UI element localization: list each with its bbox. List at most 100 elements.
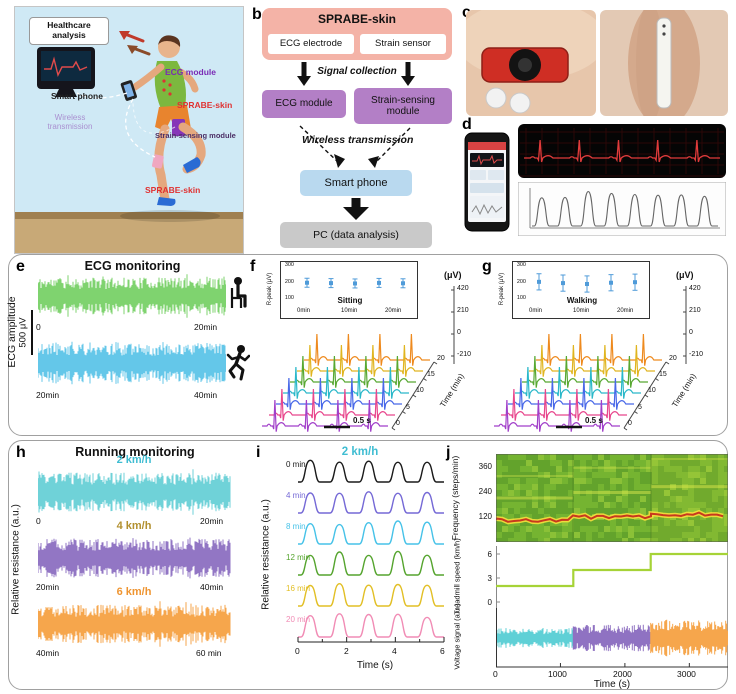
i-xtick: 4 bbox=[392, 646, 397, 656]
time-tick: 0 bbox=[628, 420, 632, 427]
rpeak-scatter-walking bbox=[536, 273, 638, 293]
phone-app-icon bbox=[464, 132, 510, 232]
waterfall-walking-chart bbox=[494, 286, 687, 432]
smartphone-in-hand-icon bbox=[120, 80, 137, 101]
strain-sensor-strip-icon bbox=[656, 17, 672, 109]
wireless-transmission-label: Wireless transmission bbox=[39, 113, 101, 131]
speed-4kmh-text: 4 km/h bbox=[116, 520, 152, 532]
panel-d-letter: d bbox=[462, 116, 472, 133]
time-tick: 20 bbox=[437, 355, 445, 362]
rpeak-ylabel-text: R-peak (μV) bbox=[499, 272, 505, 306]
condition-label-sitting: Sitting bbox=[281, 296, 419, 305]
relative-resistance-text-i: Relative resistance (a.u.) bbox=[260, 499, 272, 610]
wireless-dashed-arrow bbox=[299, 125, 339, 163]
arm-strain-sensor-photo bbox=[600, 10, 728, 116]
panel-b-flowchart: SPRABE-skin ECG electrode Strain sensor … bbox=[256, 8, 458, 254]
rpeak-ylabel: R-peak (μV) bbox=[267, 264, 273, 314]
smart-phone-box: Smart phone bbox=[300, 170, 412, 196]
signal-arrow-icon bbox=[123, 32, 145, 43]
runner-scene-graphic bbox=[15, 31, 243, 253]
inset-ytick: 300 bbox=[516, 262, 526, 268]
h-band1-end: 40min bbox=[200, 582, 224, 592]
panel-h-letter: h bbox=[16, 444, 26, 461]
gait-title-2kmh: 2 km/h bbox=[300, 446, 420, 458]
i-xtick: 0 bbox=[295, 646, 300, 656]
freq-tick: 120 bbox=[478, 512, 492, 521]
rpeak-inset-sitting: 300 200 100 Sitting 0min 10min 20min bbox=[280, 261, 418, 319]
sprabe-skin-upper-label: SPRABE-skin bbox=[177, 100, 233, 110]
ecg-running-band-chart bbox=[38, 341, 226, 385]
inset-xtick: 0min bbox=[297, 308, 311, 314]
wireless-transmission-flow-text: Wireless transmission bbox=[302, 134, 414, 146]
running-person-icon bbox=[226, 345, 250, 381]
speed-6kmh-text: 6 km/h bbox=[116, 586, 152, 598]
h-band2-end: 60 min bbox=[196, 648, 222, 658]
time-tick: 15 bbox=[427, 371, 435, 378]
uv-tick: 420 bbox=[457, 285, 469, 292]
speed-2kmh-text: 2 km/h bbox=[116, 454, 152, 466]
chest-electrode-photo bbox=[466, 10, 596, 116]
relative-resistance-text: Relative resistance (a.u.) bbox=[10, 504, 22, 615]
time-tick: 10 bbox=[416, 387, 424, 394]
time-tick: 0 bbox=[396, 420, 400, 427]
strain-module-box: Strain-sensing module bbox=[354, 88, 452, 124]
j-xlabel: Time (s) bbox=[567, 679, 657, 690]
panel-a-illustration: Healthcare analysis Smart phone ECG modu… bbox=[14, 6, 244, 254]
trace-label-0min: 0 min bbox=[286, 460, 306, 469]
treadmill-speed-chart bbox=[496, 546, 728, 608]
strain-sensor-box: Strain sensor bbox=[360, 34, 446, 54]
speed-label-4kmh: 4 km/h bbox=[59, 520, 209, 532]
j-xtick: 2000 bbox=[613, 669, 632, 679]
inset-ytick: 100 bbox=[516, 295, 526, 301]
inset-xtick: 20min bbox=[385, 308, 402, 314]
signal-collection-label: Signal collection bbox=[312, 66, 402, 77]
relative-resistance-ylabel-i: Relative resistance (a.u.) bbox=[261, 475, 272, 635]
bottom-row-border bbox=[8, 440, 728, 690]
h-band0-start: 0 bbox=[36, 516, 41, 526]
trace-label-16min: 16 min bbox=[286, 584, 311, 593]
resistance-band-6kmh bbox=[38, 601, 231, 647]
ecg-scalebar-text: 500 μV bbox=[17, 317, 29, 348]
condition-text: Walking bbox=[566, 296, 598, 305]
sprabe-skin-lower-label: SPRABE-skin bbox=[145, 185, 201, 195]
ecg-electrode-text: ECG electrode bbox=[279, 37, 343, 49]
inset-ytick: 100 bbox=[284, 295, 294, 301]
j-xtick: 1000 bbox=[548, 669, 567, 679]
e-band1-end: 40min bbox=[194, 390, 218, 400]
strain-sensor-text: Strain sensor bbox=[375, 37, 431, 49]
gait-title-text: 2 km/h bbox=[341, 446, 379, 458]
uv-axis-label: (μV) bbox=[676, 270, 694, 280]
ecg-scalebar-label: 500 μV bbox=[18, 298, 29, 368]
h-band0-end: 20min bbox=[200, 516, 224, 526]
uv-tick: 420 bbox=[689, 285, 701, 292]
time-tick: 20 bbox=[669, 355, 677, 362]
gait-waveforms-chart bbox=[297, 459, 445, 643]
step-frequency-spectrogram bbox=[496, 454, 728, 542]
uv-tick: 0 bbox=[457, 329, 461, 336]
wireless-link-line bbox=[76, 92, 128, 99]
electrode-disc-icon bbox=[485, 87, 507, 109]
condition-text: Sitting bbox=[337, 296, 363, 305]
h-band1-start: 20min bbox=[36, 582, 60, 592]
rpeak-inset-walking: 300 200 100 Walking 0min 10min 20min bbox=[512, 261, 650, 319]
inset-ytick: 300 bbox=[284, 262, 294, 268]
rpeak-scatter-sitting bbox=[304, 277, 406, 289]
signal-collection-text: Signal collection bbox=[317, 66, 397, 77]
trace-label-20min: 20 min bbox=[286, 615, 311, 624]
inset-xtick: 20min bbox=[617, 308, 634, 314]
panel-b-letter: b bbox=[252, 6, 262, 23]
middle-row-border bbox=[8, 254, 728, 436]
panel-i-letter: i bbox=[256, 444, 261, 461]
smart-phone-label: Smart phone bbox=[51, 91, 103, 101]
trace-label-4min: 4 min bbox=[286, 491, 306, 500]
panel-j-letter: j bbox=[446, 444, 451, 461]
trace-label-8min: 8 min bbox=[286, 522, 306, 531]
speed-label-2kmh: 2 km/h bbox=[59, 454, 209, 466]
i-xlabel: Time (s) bbox=[330, 660, 420, 671]
time-tick: 5 bbox=[638, 404, 642, 411]
inset-ytick: 200 bbox=[284, 279, 294, 285]
sprabe-skin-patch-icon bbox=[152, 154, 164, 169]
freq-tick: 360 bbox=[478, 462, 492, 471]
condition-label-walking: Walking bbox=[513, 296, 651, 305]
ecg-amplitude-ylabel: ECG amplitude bbox=[6, 282, 18, 382]
